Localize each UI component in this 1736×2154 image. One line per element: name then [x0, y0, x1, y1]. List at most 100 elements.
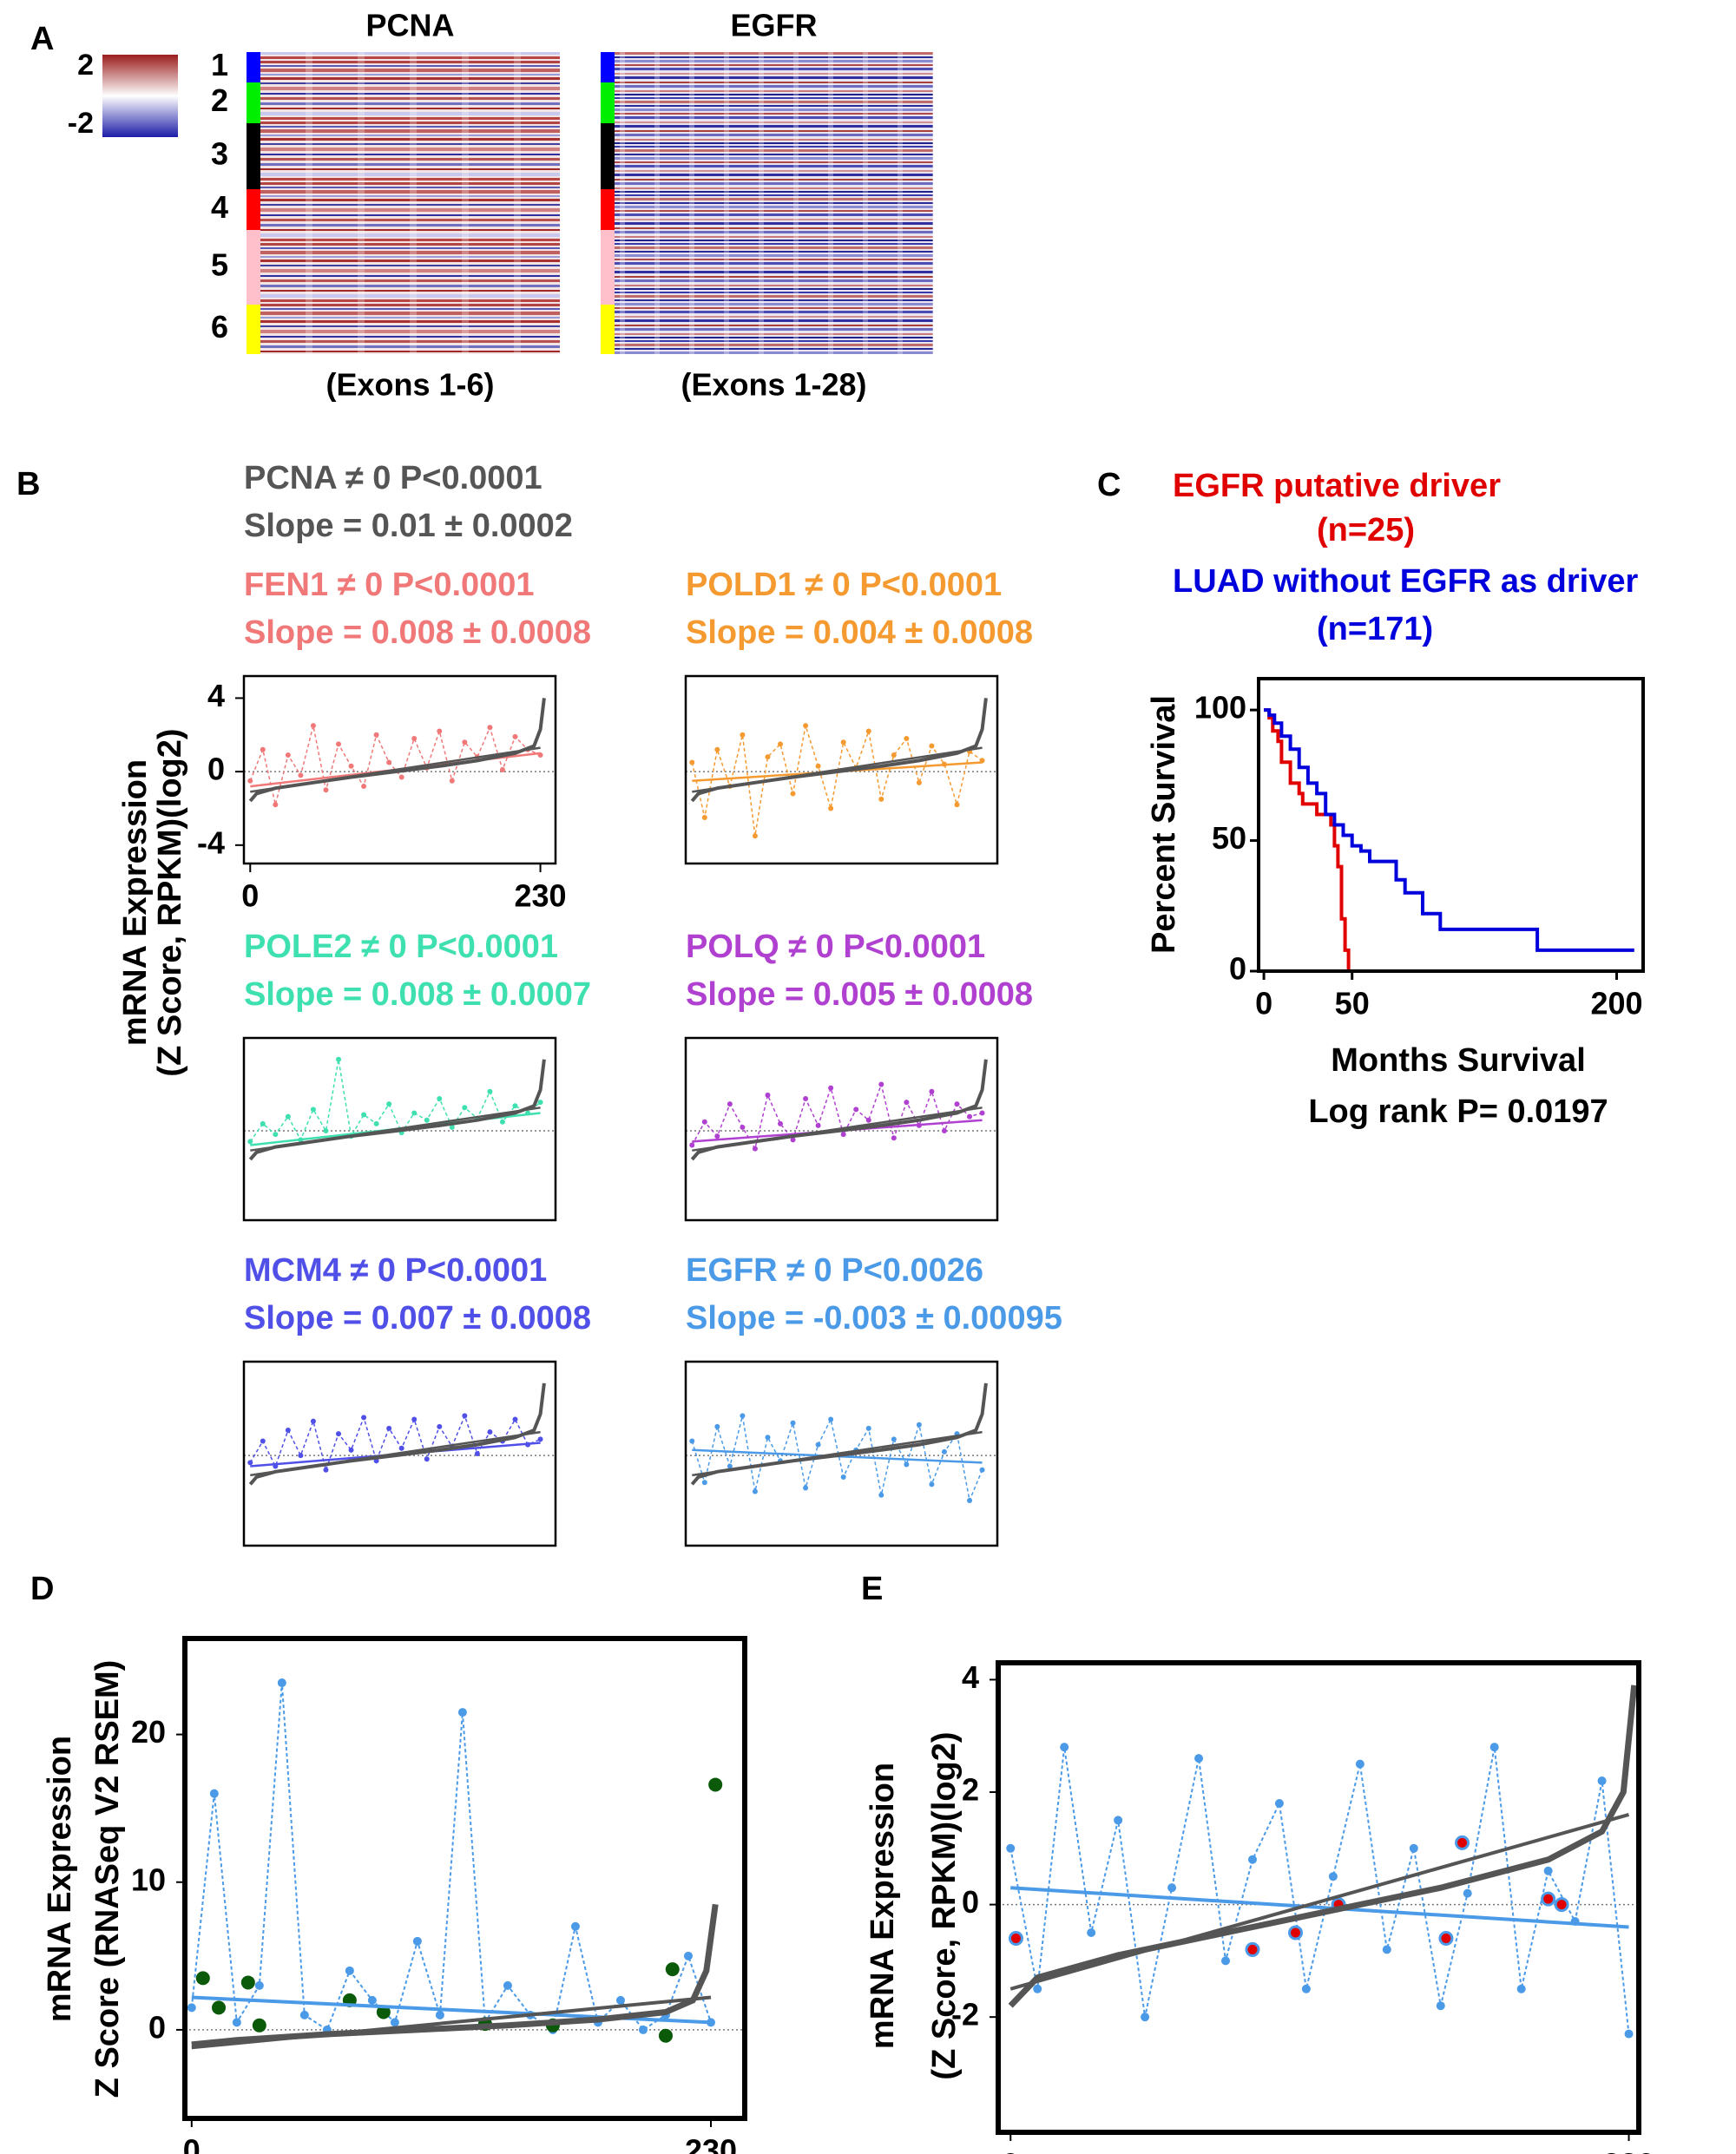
- survival-curve: [1264, 708, 1351, 971]
- data-point: [298, 1453, 304, 1459]
- data-point: [1463, 1888, 1472, 1898]
- data-point: [1409, 1843, 1418, 1853]
- panel-label: D: [30, 1571, 54, 1607]
- group-bar: [247, 52, 260, 82]
- data-point: [487, 1088, 493, 1094]
- data-point: [683, 1951, 693, 1960]
- data-point: [187, 2003, 196, 2013]
- data-point: [701, 1119, 707, 1125]
- plot-subtitle: Slope = 0.008 ± 0.0008: [244, 614, 591, 651]
- data-point: [285, 1427, 291, 1433]
- y-tick-label: 0: [1229, 951, 1246, 987]
- data-point: [537, 1100, 543, 1106]
- plot-frame: [684, 674, 999, 865]
- data-point: [701, 1480, 707, 1486]
- legend-count: (n=25): [1317, 512, 1415, 548]
- group-bar: [601, 82, 615, 123]
- data-point: [929, 1088, 935, 1094]
- data-point: [1167, 1883, 1177, 1893]
- plot: [244, 1382, 556, 1486]
- data-point: [929, 1481, 935, 1487]
- data-point: [390, 2018, 399, 2027]
- data-point: [361, 784, 367, 790]
- data-point: [437, 728, 443, 734]
- panel-label: A: [30, 21, 54, 57]
- data-point: [367, 1995, 377, 2005]
- data-point: [904, 736, 910, 741]
- data-point: [487, 1429, 493, 1435]
- data-point: [398, 774, 404, 780]
- data-point: [373, 1120, 379, 1126]
- x-tick-label: 200: [1590, 986, 1642, 1021]
- data-point: [570, 1921, 580, 1931]
- data-point: [714, 746, 720, 752]
- data-point: [967, 1498, 973, 1504]
- data-point: [247, 1139, 253, 1145]
- data-point: [1060, 1743, 1069, 1752]
- plot-title: POLE2 ≠ 0 P<0.0001: [244, 929, 558, 965]
- data-point: [273, 1132, 279, 1138]
- data-point: [323, 787, 329, 793]
- y-tick-label: 50: [1212, 820, 1246, 856]
- plot-frame: [684, 1360, 999, 1547]
- plot: [185, 1678, 745, 2050]
- data-point: [689, 1142, 695, 1148]
- data-point: [878, 796, 884, 802]
- colorbar-tick-label: 2: [77, 49, 94, 82]
- group-bar: [247, 82, 260, 123]
- data-point: [260, 1120, 266, 1126]
- data-point: [1355, 1759, 1364, 1769]
- data-point: [1221, 1956, 1231, 1966]
- data-point: [323, 1467, 329, 1473]
- data-point: [979, 1110, 985, 1116]
- group-bar: [247, 230, 260, 305]
- y-axis-title: (Z Score, RPKM)(log2): [152, 728, 188, 1076]
- group-label: 2: [211, 82, 228, 118]
- data-point: [195, 1971, 210, 1986]
- y-tick-label: 0: [148, 2009, 166, 2045]
- y-tick-label: 20: [131, 1714, 166, 1750]
- data-point: [323, 1128, 329, 1134]
- data-point: [424, 1456, 430, 1462]
- y-tick-label: -4: [197, 824, 225, 860]
- data-point: [803, 1485, 809, 1491]
- reference-label: Slope = 0.01 ± 0.0002: [244, 508, 573, 544]
- fit-line: [692, 1107, 983, 1152]
- data-point: [752, 1488, 758, 1494]
- data-point: [828, 1085, 834, 1091]
- x-tick-label: 0: [183, 2133, 201, 2154]
- plot: [686, 1059, 997, 1161]
- colorbar: [102, 55, 178, 137]
- data-point: [904, 1461, 910, 1468]
- data-point: [891, 752, 897, 758]
- data-point: [462, 739, 468, 745]
- data-point: [449, 778, 455, 784]
- data-point: [345, 1966, 354, 1975]
- y-axis-title: mRNA Expression: [42, 1736, 78, 2022]
- data-point: [503, 1980, 512, 1990]
- plot-frame: [242, 1036, 557, 1222]
- data-point: [878, 1492, 884, 1498]
- data-point: [435, 2010, 444, 2019]
- y-tick-label: 0: [207, 752, 225, 787]
- panel-label: C: [1097, 467, 1121, 503]
- data-point: [310, 1418, 316, 1424]
- data-point: [689, 759, 695, 765]
- data-point: [815, 1122, 821, 1128]
- data-point: [348, 763, 354, 769]
- data-point: [437, 1423, 443, 1429]
- data-point: [752, 1146, 758, 1152]
- colorbar-tick-label: -2: [68, 107, 94, 140]
- data-point: [1516, 1984, 1526, 1993]
- group-label: 1: [211, 47, 228, 82]
- plot-subtitle: Slope = 0.008 ± 0.0007: [244, 976, 591, 1013]
- data-point: [840, 1474, 846, 1481]
- data-point: [209, 1789, 219, 1798]
- data-point: [1033, 1984, 1042, 1993]
- data-point: [336, 741, 342, 747]
- data-point: [398, 1445, 404, 1451]
- data-point: [954, 1101, 960, 1107]
- data-point: [929, 743, 935, 749]
- legend-label: EGFR putative driver: [1173, 468, 1501, 504]
